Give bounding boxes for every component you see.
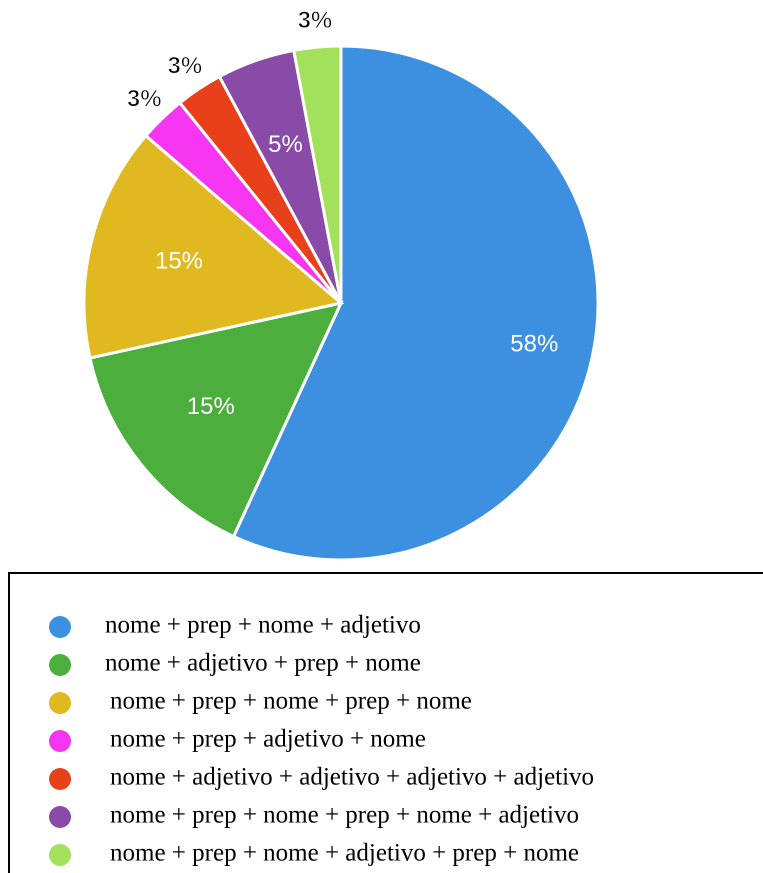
legend-marker (49, 654, 71, 676)
slice-label: 3% (168, 53, 203, 80)
pie-slice (88, 300, 344, 539)
legend-marker (49, 844, 71, 866)
legend-label: nome + adjetivo + adjetivo + adjetivo + … (110, 764, 594, 791)
pie-slice (292, 44, 343, 304)
slice-label: 3% (127, 85, 162, 112)
legend-marker (49, 768, 71, 790)
legend-label: nome + prep + nome + adjetivo (105, 612, 421, 639)
legend-marker (49, 616, 71, 638)
pie-slice (82, 133, 345, 360)
slice-label: 58% (510, 331, 558, 358)
legend-label: nome + prep + nome + prep + nome (110, 688, 472, 715)
slice-label: 15% (155, 248, 203, 275)
pie-slice (231, 44, 600, 562)
legend-label: nome + prep + adjetivo + nome (110, 726, 426, 753)
legend-label: nome + adjetivo + prep + nome (105, 650, 421, 677)
legend-label: nome + prep + nome + prep + nome + adjet… (110, 802, 579, 829)
slice-label: 15% (187, 393, 235, 420)
legend-box (8, 572, 763, 873)
legend-label: nome + prep + nome + adjetivo + prep + n… (110, 840, 579, 867)
slice-label: 3% (298, 7, 333, 34)
slice-label: 5% (268, 131, 303, 158)
legend-marker (49, 730, 71, 752)
legend-marker (49, 692, 71, 714)
legend-marker (49, 806, 71, 828)
